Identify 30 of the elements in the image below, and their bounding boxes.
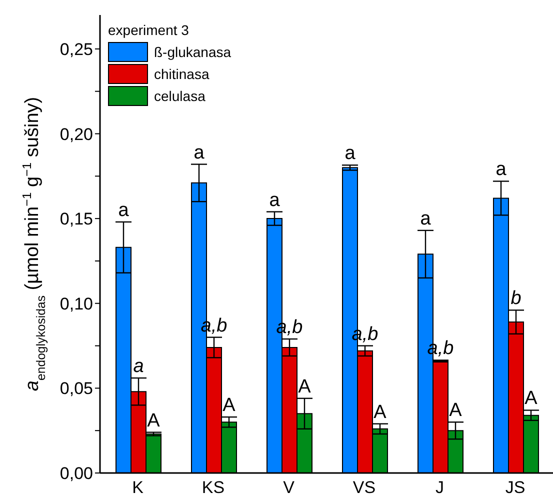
y-tick-label: 0,05 bbox=[60, 379, 93, 398]
x-tick-label: V bbox=[283, 478, 296, 497]
data-label: a bbox=[194, 142, 205, 164]
data-label: a bbox=[496, 159, 507, 180]
data-label: a bbox=[269, 190, 280, 211]
y-tick-label: 0,00 bbox=[60, 464, 93, 484]
x-tick-label: VS bbox=[352, 478, 376, 497]
y-tick-label: 0,25 bbox=[60, 40, 93, 59]
x-tick-label: KS bbox=[202, 478, 225, 497]
data-label: b bbox=[510, 288, 522, 310]
data-label: a bbox=[344, 143, 356, 164]
data-label: a bbox=[420, 208, 432, 230]
x-tick-label: K bbox=[132, 478, 144, 497]
data-label: a bbox=[118, 200, 130, 221]
data-label: A bbox=[524, 388, 538, 410]
x-tick-label: JS bbox=[505, 478, 526, 497]
x-tick-label: J bbox=[436, 478, 444, 497]
legend-label: chitinasa bbox=[154, 65, 210, 84]
data-label: A bbox=[222, 395, 236, 416]
data-label: a bbox=[133, 356, 144, 378]
legend-title: experiment 3 bbox=[108, 21, 190, 40]
y-tick-label: 0,20 bbox=[60, 124, 93, 144]
legend-label: celulasa bbox=[154, 87, 206, 106]
data-label: A bbox=[374, 402, 387, 423]
data-label: A bbox=[147, 410, 160, 432]
data-label: A bbox=[449, 400, 462, 422]
data-label: A bbox=[298, 376, 312, 398]
y-tick-label: 0,10 bbox=[60, 294, 93, 314]
legend-label: ß-glukanasa bbox=[154, 43, 232, 62]
y-tick-label: 0,15 bbox=[60, 210, 93, 229]
